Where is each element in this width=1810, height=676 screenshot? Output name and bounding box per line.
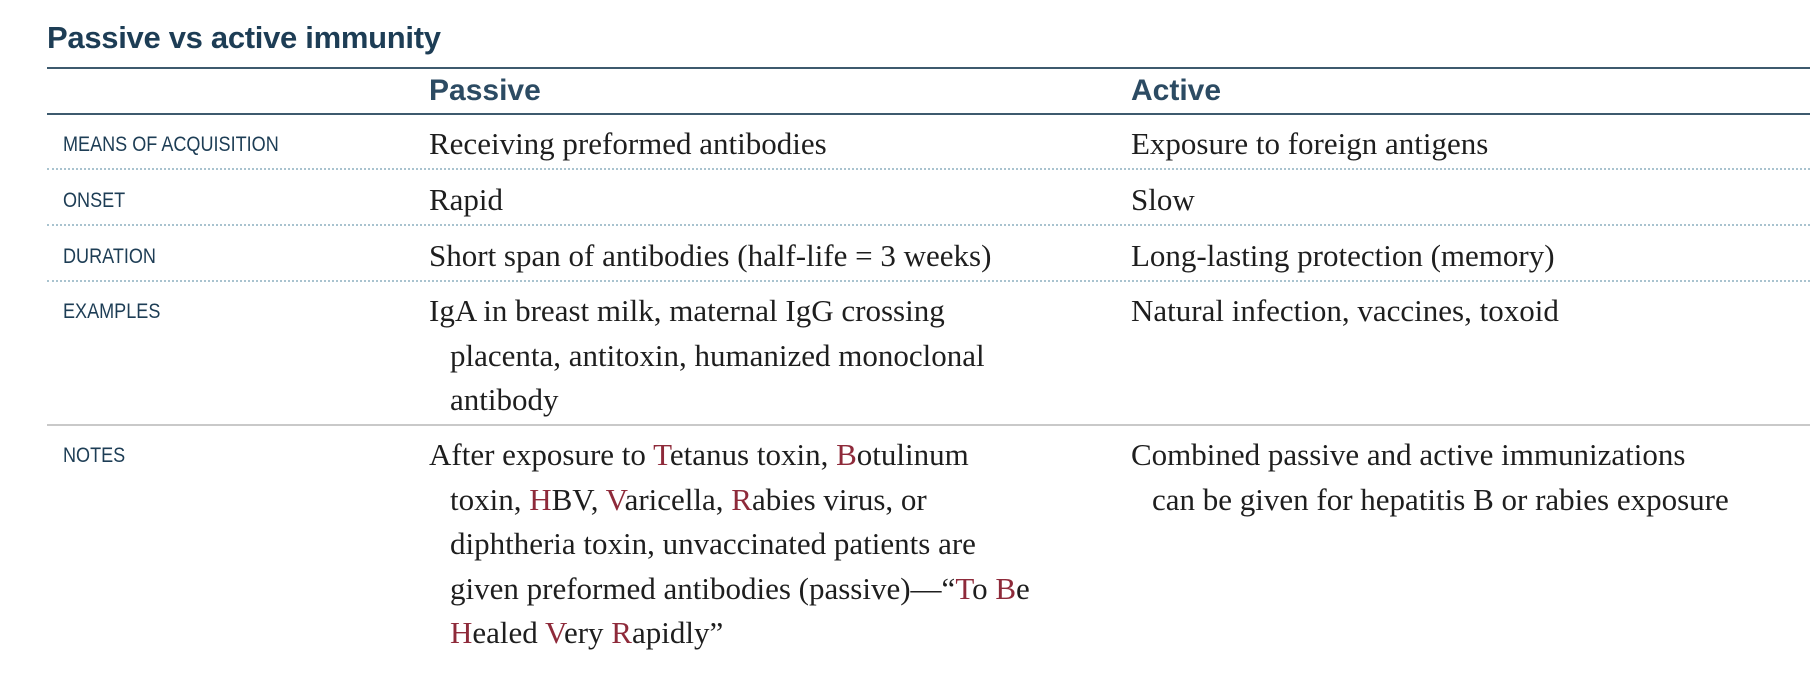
column-header-passive: Passive: [429, 74, 541, 107]
cell-line: Slow: [1131, 182, 1195, 217]
cell-passive-onset: Rapid: [429, 178, 1089, 223]
cell-line: toxin, HBV, Varicella, Rabies virus, or: [429, 478, 1089, 523]
table-title: Passive vs active immunity: [47, 20, 441, 55]
row-label-means-of-acquisition: Means of acquisition: [63, 133, 279, 156]
row-divider: [47, 168, 1810, 170]
cell-line: Short span of antibodies (half-life = 3 …: [429, 238, 992, 273]
title-rule: [47, 67, 1810, 69]
mnemonic-letter: R: [611, 615, 632, 650]
mnemonic-letter: T: [653, 437, 670, 472]
cell-active-means: Exposure to foreign antigens: [1131, 122, 1810, 167]
text-segment: ealed: [472, 615, 545, 650]
cell-line: Exposure to foreign antigens: [1131, 126, 1489, 161]
mnemonic-letter: H: [450, 615, 473, 650]
cell-line: given preformed antibodies (passive)—“To…: [429, 567, 1089, 612]
row-label-notes: Notes: [63, 444, 126, 467]
text-segment: After exposure to: [429, 437, 654, 472]
text-segment: abies virus, or: [751, 481, 927, 517]
mnemonic-letter: B: [995, 570, 1017, 606]
mnemonic-letter: T: [955, 570, 973, 606]
cell-active-examples: Natural infection, vaccines, toxoid: [1131, 289, 1810, 334]
cell-line: can be given for hepatitis B or rabies e…: [1152, 481, 1729, 517]
cell-line: antibody: [450, 382, 559, 417]
text-segment: toxin,: [450, 481, 530, 517]
cell-line: Long-lasting protection (memory): [1131, 238, 1555, 273]
mnemonic-letter: B: [836, 437, 857, 472]
cell-passive-examples: IgA in breast milk, maternal IgG crossin…: [429, 289, 1089, 423]
cell-line: Natural infection, vaccines, toxoid: [1131, 293, 1559, 328]
text-segment: BV,: [551, 481, 606, 517]
cell-active-notes: Combined passive and active immunization…: [1131, 433, 1810, 522]
mnemonic-letter: H: [529, 481, 552, 517]
header-rule: [47, 113, 1810, 115]
cell-line: IgA in breast milk, maternal IgG crossin…: [429, 293, 945, 328]
cell-line: After exposure to Tetanus toxin, Botulin…: [429, 433, 1089, 478]
cell-line: Combined passive and active immunization…: [1131, 437, 1686, 472]
text-segment: aricella,: [624, 481, 732, 517]
text-segment: e: [1016, 570, 1030, 606]
text-segment: diphtheria toxin, unvaccinated patients …: [450, 526, 976, 561]
mnemonic-letter: R: [731, 481, 752, 517]
text-segment: o: [972, 570, 996, 606]
cell-line: placenta, antitoxin, humanized monoclona…: [450, 337, 985, 373]
cell-line: Healed Very Rapidly”: [429, 611, 1089, 656]
cell-line: diphtheria toxin, unvaccinated patients …: [429, 522, 1089, 567]
text-segment: etanus toxin,: [669, 437, 837, 472]
text-segment: ery: [563, 615, 612, 650]
row-label-examples: Examples: [63, 300, 161, 323]
column-header-active: Active: [1131, 74, 1222, 107]
text-segment: otulinum: [856, 437, 969, 472]
row-divider: [47, 424, 1810, 426]
mnemonic-letter: V: [544, 615, 564, 650]
cell-line: Receiving preformed antibodies: [429, 126, 827, 161]
cell-passive-means: Receiving preformed antibodies: [429, 122, 1089, 167]
cell-passive-notes: After exposure to Tetanus toxin, Botulin…: [429, 433, 1089, 656]
row-label-onset: Onset: [63, 189, 126, 212]
cell-line: Rapid: [429, 182, 504, 217]
row-divider: [47, 280, 1810, 282]
row-divider: [47, 224, 1810, 226]
cell-active-duration: Long-lasting protection (memory): [1131, 234, 1810, 279]
text-segment: given preformed antibodies (passive)—“: [450, 570, 956, 606]
cell-passive-duration: Short span of antibodies (half-life = 3 …: [429, 234, 1089, 279]
cell-active-onset: Slow: [1131, 178, 1810, 223]
text-segment: apidly”: [631, 615, 724, 650]
mnemonic-letter: V: [605, 481, 625, 517]
row-label-duration: Duration: [63, 245, 156, 268]
